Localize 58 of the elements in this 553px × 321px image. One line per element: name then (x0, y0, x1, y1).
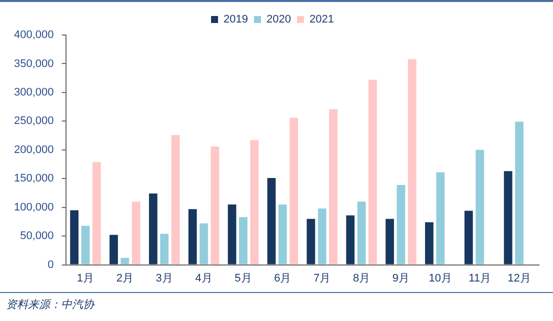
bar (200, 223, 208, 264)
y-tick-label: 0 (48, 258, 54, 271)
x-tick-label: 10月 (428, 272, 452, 284)
x-tick-label: 8月 (352, 272, 370, 284)
x-tick-label: 11月 (468, 272, 492, 284)
legend-label: 2019 (224, 14, 248, 26)
bar (504, 171, 512, 264)
bar (160, 234, 169, 264)
x-tick-label: 1月 (76, 272, 94, 284)
y-tick-label: 150,000 (14, 172, 54, 185)
bar (368, 80, 377, 264)
bar (515, 122, 524, 264)
bar (70, 210, 78, 264)
x-tick-label: 7月 (314, 272, 331, 284)
x-tick-label: 9月 (392, 272, 410, 284)
bar (318, 208, 326, 264)
y-tick-label: 50,000 (20, 230, 54, 242)
bar (436, 172, 445, 264)
bar (464, 210, 473, 264)
bar (357, 202, 366, 264)
bar (228, 204, 236, 264)
y-tick-label: 350,000 (14, 58, 54, 70)
x-tick-label: 6月 (274, 272, 292, 284)
text: 资料来源：中汽协 (6, 297, 94, 312)
legend-label: 2021 (309, 14, 334, 26)
bar (148, 194, 158, 264)
bar (386, 218, 394, 264)
bar (210, 146, 220, 264)
bar (120, 258, 130, 264)
bar (250, 140, 259, 264)
y-tick-label: 100,000 (14, 201, 54, 214)
legend-label: 2020 (266, 14, 291, 26)
bar (132, 202, 140, 264)
y-tick-label: 300,000 (14, 86, 54, 98)
bar (267, 178, 276, 264)
x-tick-label: 12月 (508, 272, 531, 284)
y-tick-label: 250,000 (14, 115, 54, 128)
x-tick-label: 5月 (234, 272, 252, 284)
x-tick-label: 4月 (195, 272, 212, 284)
bar (188, 209, 197, 264)
bar (346, 215, 355, 264)
bar (171, 134, 180, 264)
bar (476, 150, 484, 264)
y-tick-label: 200,000 (14, 144, 54, 156)
bar (290, 118, 298, 264)
x-tick-label: 2月 (116, 272, 134, 284)
bar (408, 59, 416, 264)
bar (396, 184, 406, 264)
bar (239, 217, 248, 264)
bar (329, 109, 338, 264)
bar (110, 234, 118, 264)
y-tick-label: 400,000 (14, 29, 54, 42)
bar (278, 204, 287, 264)
bar (425, 222, 434, 264)
bar (306, 218, 316, 264)
bar (92, 162, 101, 264)
bar (81, 226, 90, 264)
x-tick-label: 3月 (156, 272, 173, 284)
